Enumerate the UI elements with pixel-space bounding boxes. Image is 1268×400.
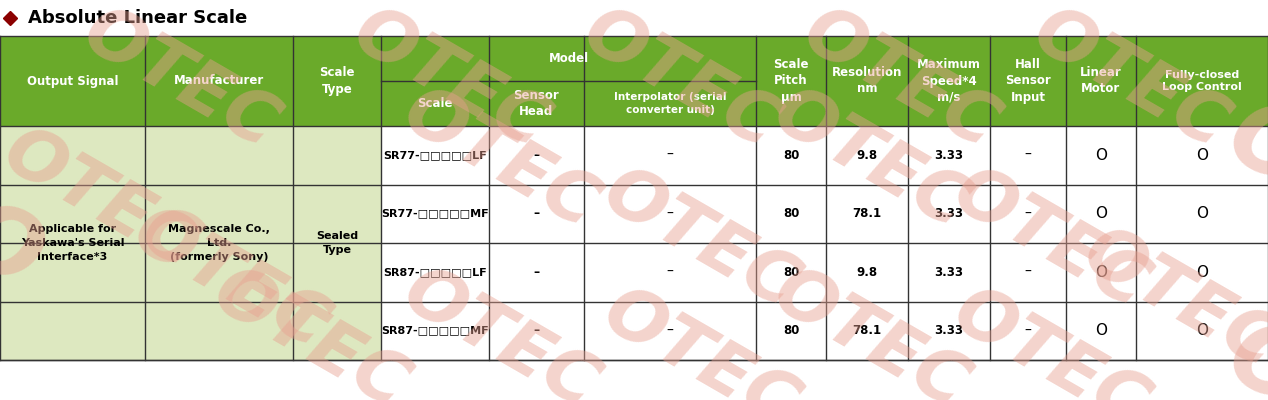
Text: 78.1: 78.1: [852, 324, 881, 337]
Text: OTEC: OTEC: [0, 117, 209, 283]
Text: Applicable for
Yaskawa's Serial
Interface*3: Applicable for Yaskawa's Serial Interfac…: [20, 224, 124, 262]
Text: –: –: [667, 265, 673, 279]
Text: OTEC: OTEC: [391, 257, 610, 400]
Text: OTEC: OTEC: [200, 257, 420, 400]
Text: Scale: Scale: [417, 97, 453, 110]
Text: O: O: [1211, 90, 1268, 210]
Text: Maximum
Speed*4
m/s: Maximum Speed*4 m/s: [917, 58, 981, 104]
Text: SR77-□□□□□LF: SR77-□□□□□LF: [383, 150, 487, 160]
Text: OTEC: OTEC: [941, 277, 1159, 400]
Text: 3.33: 3.33: [935, 324, 964, 337]
Text: O: O: [1096, 323, 1107, 338]
Text: OTEC: OTEC: [341, 0, 559, 163]
Text: O: O: [1196, 206, 1208, 221]
Text: –: –: [1025, 324, 1031, 338]
Text: Magnescale Co.,
Ltd.
(formerly Sony): Magnescale Co., Ltd. (formerly Sony): [169, 224, 270, 262]
Text: OTEC: OTEC: [761, 257, 979, 400]
Text: SR77-□□□□□MF: SR77-□□□□□MF: [382, 209, 488, 219]
Text: O: O: [1196, 148, 1208, 163]
Text: OTEC: OTEC: [120, 197, 340, 363]
Text: O: O: [1196, 323, 1208, 338]
Text: O: O: [1096, 265, 1107, 280]
Text: SR87-□□□□□LF: SR87-□□□□□LF: [383, 267, 487, 277]
Text: Output Signal: Output Signal: [27, 74, 118, 88]
Bar: [0, 36, 1268, 126]
Bar: [145, 126, 293, 360]
Text: 9.8: 9.8: [856, 149, 877, 162]
Text: OTEC: OTEC: [1070, 217, 1268, 383]
Text: OTEC: OTEC: [1021, 0, 1240, 163]
Text: –: –: [667, 148, 673, 162]
Bar: [0, 126, 145, 360]
Text: Sealed
Type: Sealed Type: [316, 231, 358, 255]
Text: –: –: [534, 324, 540, 337]
Text: –: –: [534, 207, 540, 220]
Text: 3.33: 3.33: [935, 266, 964, 279]
Text: Fully-closed
Loop Control: Fully-closed Loop Control: [1163, 70, 1241, 92]
Text: Sensor
Head: Sensor Head: [514, 89, 559, 118]
Text: –: –: [667, 207, 673, 221]
Text: SR87-□□□□□MF: SR87-□□□□□MF: [382, 326, 488, 336]
Text: Interpolator (serial
converter unit): Interpolator (serial converter unit): [614, 92, 727, 115]
Text: 9.8: 9.8: [856, 266, 877, 279]
Bar: [293, 126, 380, 360]
Text: 80: 80: [782, 266, 799, 279]
Text: Scale
Pitch
μm: Scale Pitch μm: [773, 58, 809, 104]
Text: OTEC: OTEC: [571, 0, 790, 163]
Text: 78.1: 78.1: [852, 207, 881, 220]
Text: –: –: [534, 266, 540, 279]
Text: 3.33: 3.33: [935, 149, 964, 162]
Text: O: O: [1096, 206, 1107, 221]
Text: O: O: [1196, 265, 1208, 280]
Text: 80: 80: [782, 324, 799, 337]
Text: 3.33: 3.33: [935, 207, 964, 220]
Text: 80: 80: [782, 149, 799, 162]
Text: Absolute Linear Scale: Absolute Linear Scale: [28, 9, 247, 27]
Text: –: –: [667, 324, 673, 338]
Text: OTEC: OTEC: [591, 277, 809, 400]
Text: Resolution
nm: Resolution nm: [832, 66, 903, 96]
Text: OTEC: OTEC: [761, 77, 979, 243]
Text: 80: 80: [782, 207, 799, 220]
Text: O: O: [1096, 148, 1107, 163]
Text: O: O: [1211, 310, 1268, 400]
Text: Linear
Motor: Linear Motor: [1080, 66, 1122, 96]
Text: Hall
Sensor
Input: Hall Sensor Input: [1006, 58, 1051, 104]
Bar: [380, 126, 1268, 360]
Text: Model: Model: [549, 52, 588, 65]
Text: –: –: [1025, 148, 1031, 162]
Text: Manufacturer: Manufacturer: [174, 74, 264, 88]
Text: OTEC: OTEC: [790, 0, 1009, 163]
Text: OTEC: OTEC: [391, 77, 610, 243]
Text: OTEC: OTEC: [591, 157, 809, 323]
Text: –: –: [1025, 207, 1031, 221]
Text: –: –: [1025, 265, 1031, 279]
Text: –: –: [534, 149, 540, 162]
Text: O: O: [0, 190, 57, 310]
Text: OTEC: OTEC: [941, 157, 1159, 323]
Text: Scale
Type: Scale Type: [320, 66, 355, 96]
Text: OTEC: OTEC: [71, 0, 289, 163]
